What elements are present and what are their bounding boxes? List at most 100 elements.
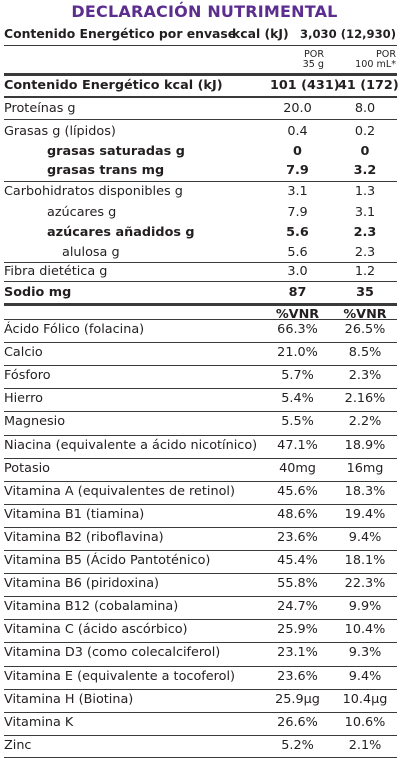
nutrient-label: Proteínas g [4, 101, 76, 116]
vitamin-vnr-35g: 21.0% [277, 345, 318, 360]
vitamin-vnr-35g: 47.1% [277, 438, 318, 453]
vitamin-label: Hierro [4, 391, 43, 406]
divider [4, 481, 397, 482]
nutrient-value-100ml: 0.2 [354, 124, 376, 139]
nutrient-value-35g: 7.9 [286, 163, 309, 178]
vitamin-vnr-100ml: 9.3% [348, 645, 382, 660]
vitamin-vnr-100ml: 26.5% [344, 322, 386, 337]
vitamin-vnr-35g: 25.9µg [275, 692, 320, 707]
vitamin-vnr-35g: 48.6% [277, 507, 318, 522]
vitamin-label: Vitamina H (Biotina) [4, 692, 134, 707]
nutrient-label: Grasas g (lípidos) [4, 124, 116, 139]
nutrient-label: Fibra dietética g [4, 264, 108, 279]
vitamin-label: Vitamina E (equivalente a tocoferol) [4, 669, 236, 684]
nutrient-value-100ml: 3.2 [353, 163, 377, 178]
vitamin-label: Ácido Fólico (folacina) [4, 322, 145, 337]
divider [4, 666, 397, 667]
vitamin-vnr-100ml: 10.6% [344, 715, 386, 730]
vitamin-vnr-35g: 45.6% [277, 484, 318, 499]
nutrient-value-35g: 87 [288, 285, 307, 300]
divider [4, 573, 397, 574]
vitamin-vnr-100ml: 2.16% [344, 391, 386, 406]
vitamin-vnr-100ml: 10.4µg [342, 692, 388, 707]
vitamin-vnr-35g: 5.5% [281, 414, 314, 429]
portion-header-35g: POR 35 g [302, 49, 324, 70]
vitamin-vnr-100ml: 10.4% [344, 622, 386, 637]
divider [4, 181, 397, 182]
vitamin-vnr-35g: 45.4% [277, 553, 318, 568]
nutrient-value-35g: 101 (431) [270, 78, 340, 93]
nutrient-value-100ml: 0 [360, 144, 370, 159]
nutrient-value-100ml: 1.3 [354, 184, 376, 199]
vitamin-vnr-100ml: 9.4% [348, 669, 382, 684]
divider [4, 96, 397, 98]
nutrient-label: Contenido Energético kcal (kJ) [4, 78, 223, 93]
divider [4, 365, 397, 366]
nutrient-label: grasas trans mg [47, 163, 165, 178]
divider [4, 435, 397, 436]
vitamin-vnr-35g: 23.6% [277, 669, 318, 684]
divider [4, 411, 397, 412]
divider [4, 550, 397, 551]
vitamin-label: Vitamina B1 (tiamina) [4, 507, 145, 522]
vitamin-vnr-35g: 55.8% [277, 576, 318, 591]
vitamin-vnr-100ml: 2.1% [348, 738, 382, 753]
nutrient-value-100ml: 41 (172) [338, 78, 399, 93]
vitamin-label: Fósforo [4, 368, 51, 383]
vitamin-vnr-35g: 25.9% [277, 622, 318, 637]
nutrient-value-35g: 7.9 [287, 205, 308, 220]
nutrient-label: alulosa g [62, 245, 120, 260]
vitamin-vnr-35g: 23.1% [277, 645, 318, 660]
vitamin-vnr-100ml: 9.9% [348, 599, 382, 614]
vitamin-label: Vitamina B6 (piridoxina) [4, 576, 160, 591]
nutrient-value-35g: 3.0 [287, 264, 308, 279]
divider [4, 527, 397, 528]
vitamin-vnr-100ml: 22.3% [344, 576, 386, 591]
divider [4, 504, 397, 505]
vitamin-label: Potasio [4, 461, 51, 476]
panel-title: DECLARACIÓN NUTRIMENTAL [71, 2, 338, 21]
divider [4, 281, 397, 282]
vitamin-vnr-35g: 23.6% [277, 530, 318, 545]
vitamin-label: Vitamina K [4, 715, 74, 730]
vitamin-label: Vitamina B5 (Ácido Pantoténico) [4, 553, 211, 568]
divider-thick [4, 73, 397, 76]
nutrient-value-100ml: 8.0 [354, 101, 376, 116]
vitamin-vnr-100ml: 16mg [346, 461, 384, 476]
nutrient-value-35g: 20.0 [283, 101, 312, 116]
portion-header-100ml: POR 100 mL* [355, 49, 396, 70]
nutrient-label: azúcares g [47, 205, 117, 220]
divider [4, 735, 397, 736]
vitamin-vnr-100ml: 9.4% [348, 530, 382, 545]
divider [4, 642, 397, 643]
nutrient-value-35g: 5.6 [286, 225, 309, 240]
vnr-header-100ml: %VNR [343, 307, 387, 322]
vitamin-label: Vitamina B12 (cobalamina) [4, 599, 179, 614]
divider [4, 619, 397, 620]
divider [4, 458, 397, 459]
vitamin-vnr-35g: 5.7% [281, 368, 314, 383]
vitamin-vnr-35g: 40mg [279, 461, 316, 476]
divider [4, 342, 397, 343]
vitamin-vnr-35g: 26.6% [277, 715, 318, 730]
vitamin-vnr-100ml: 19.4% [344, 507, 386, 522]
vitamin-vnr-100ml: 18.1% [344, 553, 386, 568]
nutrient-label: azúcares añadidos g [47, 225, 195, 240]
nutrient-value-100ml: 3.1 [354, 205, 376, 220]
vitamin-vnr-35g: 66.3% [277, 322, 318, 337]
vitamin-vnr-35g: 5.2% [281, 738, 314, 753]
divider [4, 712, 397, 713]
divider [4, 262, 397, 263]
vitamin-vnr-35g: 5.4% [281, 391, 314, 406]
nutrient-value-100ml: 35 [356, 285, 374, 300]
package-energy-value: 3,030 (12,930) [300, 27, 397, 41]
vitamin-vnr-100ml: 8.5% [348, 345, 382, 360]
divider [4, 388, 397, 389]
vitamin-vnr-100ml: 2.3% [348, 368, 382, 383]
package-energy-unit: kcal (kJ) [232, 26, 289, 41]
vitamin-vnr-100ml: 18.3% [344, 484, 386, 499]
nutrient-value-100ml: 1.2 [354, 264, 376, 279]
vitamin-label: Vitamina A (equivalentes de retinol) [4, 484, 235, 499]
vitamin-label: Vitamina B2 (riboflavina) [4, 530, 164, 545]
